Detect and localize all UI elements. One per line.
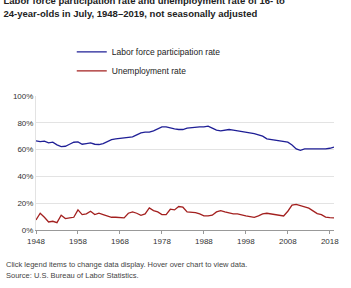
svg-text:Unemployment rate: Unemployment rate xyxy=(112,66,186,76)
svg-text:Click legend items to change d: Click legend items to change data displa… xyxy=(6,260,247,269)
svg-text:1958: 1958 xyxy=(69,237,87,246)
svg-text:1948: 1948 xyxy=(27,237,45,246)
svg-text:0%: 0% xyxy=(22,226,34,235)
svg-text:40%: 40% xyxy=(17,172,33,181)
svg-text:60%: 60% xyxy=(17,145,33,154)
svg-text:80%: 80% xyxy=(17,119,33,128)
svg-text:1978: 1978 xyxy=(153,237,171,246)
svg-text:20%: 20% xyxy=(17,199,33,208)
svg-text:2018: 2018 xyxy=(321,237,339,246)
svg-text:1998: 1998 xyxy=(237,237,255,246)
svg-text:1988: 1988 xyxy=(195,237,213,246)
svg-text:Source: U.S. Bureau of Labor S: Source: U.S. Bureau of Labor Statistics. xyxy=(6,271,139,280)
svg-text:Labor force participation rate: Labor force participation rate xyxy=(112,47,220,57)
svg-text:2008: 2008 xyxy=(279,237,297,246)
svg-text:100%: 100% xyxy=(13,92,33,101)
svg-text:Labor force participation rate: Labor force participation rate and unemp… xyxy=(4,0,286,19)
svg-text:1968: 1968 xyxy=(111,237,129,246)
